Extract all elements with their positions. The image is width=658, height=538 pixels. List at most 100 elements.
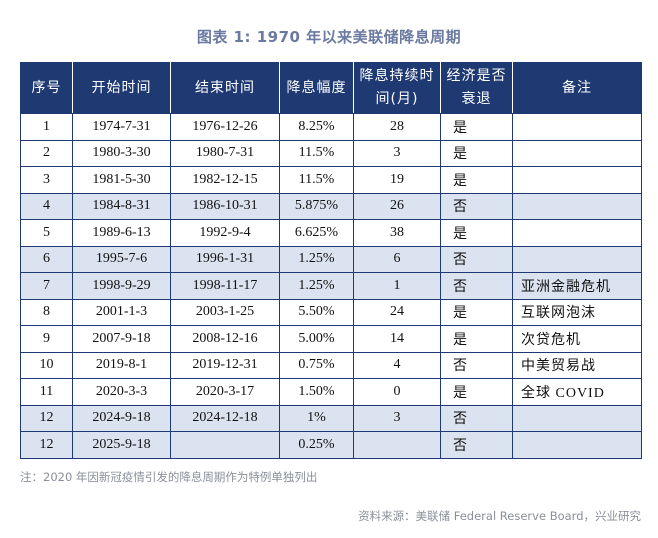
header-row: 序号 开始时间 结束时间 降息幅度 降息持续时间(月) 经济是否衰退 备注	[20, 62, 642, 114]
table-cell: 0.75%	[279, 351, 354, 379]
table-cell: 否	[440, 272, 513, 300]
table-cell	[512, 431, 642, 459]
table-cell: 1981-5-30	[72, 166, 171, 194]
table-cell: 4	[353, 351, 441, 379]
header-cell: 降息幅度	[279, 62, 354, 114]
table-cell: 是	[440, 139, 513, 167]
table-cell: 否	[440, 404, 513, 432]
table-cell: 8	[20, 298, 73, 326]
table-cell: 2020-3-17	[170, 378, 280, 406]
table-cell: 1998-11-17	[170, 272, 280, 300]
table-cell: 否	[440, 245, 513, 273]
header-cell: 开始时间	[72, 62, 171, 114]
table-cell: 1	[353, 272, 441, 300]
table-cell: 3	[353, 139, 441, 167]
table-row: 8 2001-1-3 2003-1-25 5.50% 24 是互联网泡沫	[20, 298, 642, 326]
table-cell: 28	[353, 113, 441, 141]
table-cell: 2008-12-16	[170, 325, 280, 353]
table-row: 5 1989-6-13 1992-9-4 6.625% 38 是	[20, 219, 642, 247]
table-cell: 1	[20, 113, 73, 141]
table-cell: 5	[20, 219, 73, 247]
table-cell: 2020-3-3	[72, 378, 171, 406]
table-cell	[512, 245, 642, 273]
table-row: 9 2007-9-18 2008-12-16 5.00% 14 是次贷危机	[20, 325, 642, 353]
table-cell	[353, 431, 441, 459]
table-cell: 2003-1-25	[170, 298, 280, 326]
title: 图表 1: 1970 年以来美联储降息周期	[196, 28, 462, 46]
table-cell: 6.625%	[279, 219, 354, 247]
table-cell: 2	[20, 139, 73, 167]
table-cell: 是	[440, 166, 513, 194]
table-cell	[170, 431, 280, 459]
table-cell: 2001-1-3	[72, 298, 171, 326]
table-cell: 2019-12-31	[170, 351, 280, 379]
table-cell: 1992-9-4	[170, 219, 280, 247]
table-cell: 1.25%	[279, 272, 354, 300]
table-cell: 1998-9-29	[72, 272, 171, 300]
table-cell: 1976-12-26	[170, 113, 280, 141]
header-cell: 经济是否衰退	[440, 62, 513, 114]
table-row: 11 2020-3-3 2020-3-17 1.50% 0 是全球 COVID	[20, 378, 642, 406]
table-row: 12 2024-9-18 2024-12-18 1% 3 否	[20, 404, 642, 432]
table-cell: 1980-7-31	[170, 139, 280, 167]
table-cell	[512, 166, 642, 194]
table-row: 10 2019-8-1 2019-12-31 0.75% 4 否中美贸易战	[20, 351, 642, 379]
table-cell	[512, 404, 642, 432]
table-cell: 8.25%	[279, 113, 354, 141]
table-cell: 否	[440, 431, 513, 459]
table-cell: 11.5%	[279, 139, 354, 167]
table-cell: 1996-1-31	[170, 245, 280, 273]
table-cell	[512, 192, 642, 220]
table-cell: 是	[440, 113, 513, 141]
table-cell: 2025-9-18	[72, 431, 171, 459]
table-cell: 6	[353, 245, 441, 273]
table-row: 7 1998-9-29 1998-11-17 1.25% 1 否亚洲金融危机	[20, 272, 642, 300]
table-cell	[512, 139, 642, 167]
table-row: 2 1980-3-30 1980-7-31 11.5% 3 是	[20, 139, 642, 167]
table-cell: 0.25%	[279, 431, 354, 459]
table-cell: 次贷危机	[512, 325, 642, 353]
table-cell: 是	[440, 378, 513, 406]
table-cell: 互联网泡沫	[512, 298, 642, 326]
table-cell	[512, 219, 642, 247]
table-cell: 中美贸易战	[512, 351, 642, 379]
table-cell: 3	[20, 166, 73, 194]
table-cell: 11.5%	[279, 166, 354, 194]
table-cell: 12	[20, 404, 73, 432]
table-cell	[512, 113, 642, 141]
header-cell: 序号	[20, 62, 73, 114]
source: 资料来源：美联储 Federal Reserve Board，兴业研究	[358, 509, 641, 523]
table-cell: 5.50%	[279, 298, 354, 326]
table-cell: 12	[20, 431, 73, 459]
rate-cut-table: 序号 开始时间 结束时间 降息幅度 降息持续时间(月) 经济是否衰退 备注 1 1974-7-…	[20, 62, 642, 459]
table-row: 1 1974-7-31 1976-12-26 8.25% 28 是	[20, 113, 642, 141]
table-cell: 26	[353, 192, 441, 220]
table-cell: 2024-9-18	[72, 404, 171, 432]
table-row: 6 1995-7-6 1996-1-31 1.25% 6 否	[20, 245, 642, 273]
table-cell: 5.875%	[279, 192, 354, 220]
table-row: 3 1981-5-30 1982-12-15 11.5% 19 是	[20, 166, 642, 194]
table-row: 12 2025-9-18 0.25% 否	[20, 431, 642, 459]
table-cell: 是	[440, 219, 513, 247]
table-cell: 2007-9-18	[72, 325, 171, 353]
table-cell: 5.00%	[279, 325, 354, 353]
table-cell: 24	[353, 298, 441, 326]
table-cell: 1995-7-6	[72, 245, 171, 273]
table-cell: 1986-10-31	[170, 192, 280, 220]
table-cell: 是	[440, 298, 513, 326]
table-cell: 14	[353, 325, 441, 353]
table-cell: 2019-8-1	[72, 351, 171, 379]
table-cell: 1980-3-30	[72, 139, 171, 167]
table-cell: 1989-6-13	[72, 219, 171, 247]
header-cell: 降息持续时间(月)	[353, 62, 441, 114]
table-cell: 是	[440, 325, 513, 353]
table-cell: 1974-7-31	[72, 113, 171, 141]
table-cell: 10	[20, 351, 73, 379]
table-cell: 1.25%	[279, 245, 354, 273]
table-cell: 9	[20, 325, 73, 353]
table-cell: 6	[20, 245, 73, 273]
table-cell: 否	[440, 192, 513, 220]
table-cell: 2024-12-18	[170, 404, 280, 432]
header-cell: 备注	[512, 62, 642, 114]
